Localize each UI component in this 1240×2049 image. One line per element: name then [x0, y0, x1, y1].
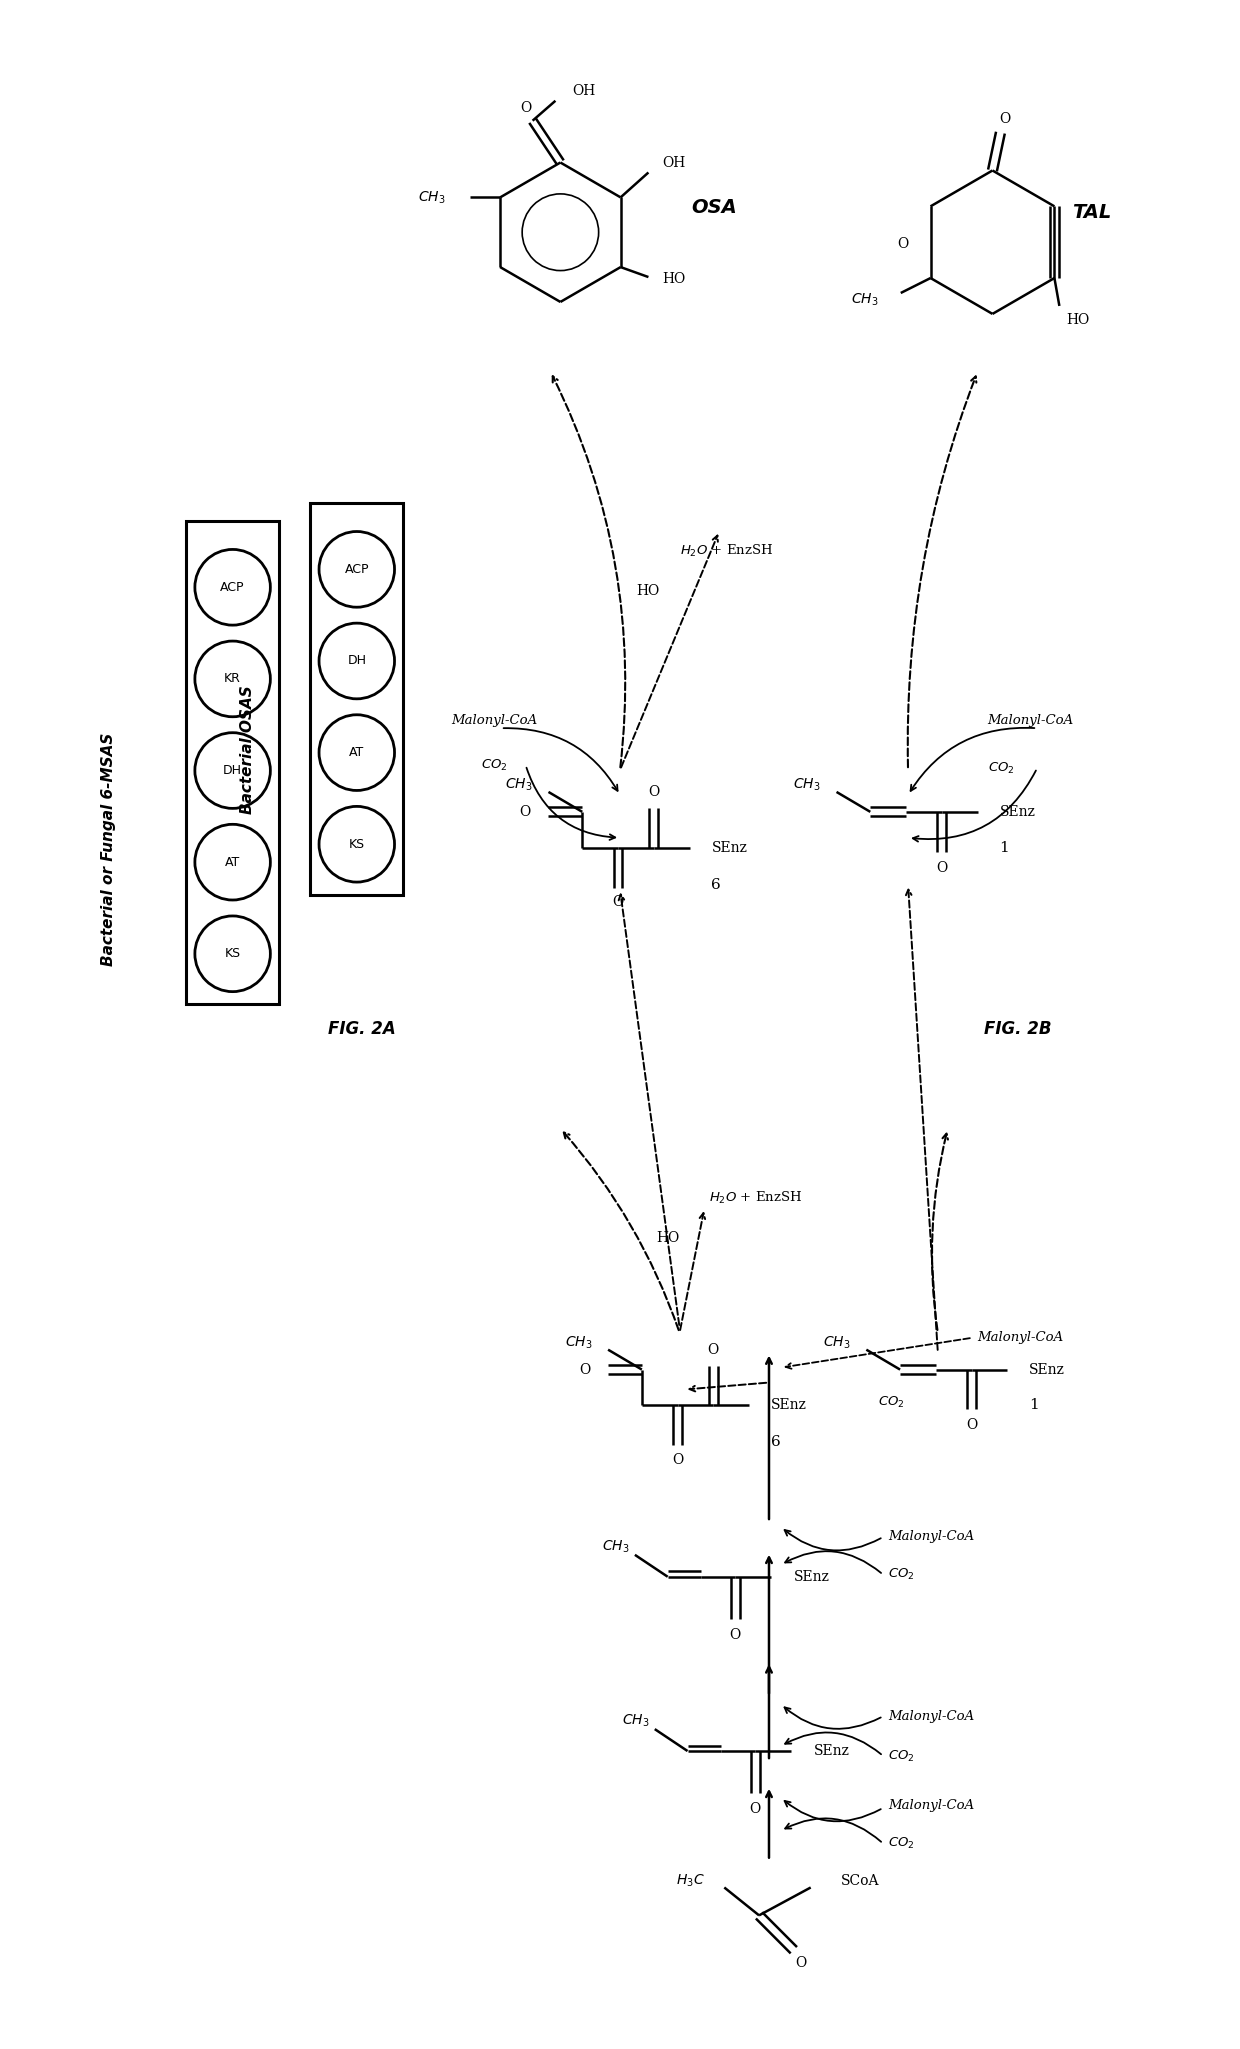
- Text: SEnz: SEnz: [771, 1399, 807, 1412]
- Text: $CH_3$: $CH_3$: [505, 777, 533, 793]
- Text: OH: OH: [573, 84, 595, 98]
- Text: O: O: [998, 113, 1011, 125]
- Text: KR: KR: [224, 672, 241, 686]
- Text: Malonyl-CoA: Malonyl-CoA: [451, 713, 537, 727]
- Text: $CH_3$: $CH_3$: [823, 1334, 851, 1350]
- Text: O: O: [966, 1418, 977, 1432]
- Text: Malonyl-CoA: Malonyl-CoA: [888, 1709, 975, 1723]
- Text: O: O: [672, 1453, 683, 1467]
- Text: $CO_2$: $CO_2$: [987, 760, 1014, 777]
- Text: HO: HO: [636, 584, 660, 598]
- Text: $H_2O$ + EnzSH: $H_2O$ + EnzSH: [680, 543, 773, 559]
- Text: O: O: [520, 100, 531, 115]
- Text: Bacterial OSAS: Bacterial OSAS: [241, 686, 255, 816]
- Text: SEnz: SEnz: [999, 805, 1035, 820]
- Text: $CO_2$: $CO_2$: [481, 758, 507, 772]
- Text: $CH_3$: $CH_3$: [852, 291, 879, 307]
- Text: DH: DH: [223, 764, 242, 777]
- Text: $CO_2$: $CO_2$: [888, 1836, 915, 1850]
- Text: TAL: TAL: [1071, 203, 1111, 221]
- Text: O: O: [579, 1363, 590, 1377]
- Text: ACP: ACP: [345, 563, 370, 576]
- Text: Malonyl-CoA: Malonyl-CoA: [977, 1332, 1064, 1344]
- Text: SEnz: SEnz: [794, 1570, 830, 1584]
- Text: ACP: ACP: [221, 580, 244, 594]
- Text: O: O: [749, 1801, 760, 1815]
- Text: Malonyl-CoA: Malonyl-CoA: [888, 1799, 975, 1811]
- Text: Malonyl-CoA: Malonyl-CoA: [888, 1531, 975, 1543]
- Text: KS: KS: [348, 838, 365, 850]
- Text: O: O: [649, 785, 660, 799]
- Text: $CO_2$: $CO_2$: [878, 1395, 905, 1410]
- Text: OSA: OSA: [692, 199, 738, 217]
- Text: SEnz: SEnz: [813, 1744, 849, 1758]
- Text: AT: AT: [350, 746, 365, 758]
- Text: O: O: [898, 238, 909, 252]
- Text: FIG. 2A: FIG. 2A: [327, 1020, 396, 1039]
- Text: $CH_3$: $CH_3$: [794, 777, 821, 793]
- Text: Bacterial or Fungal 6-MSAS: Bacterial or Fungal 6-MSAS: [100, 734, 117, 967]
- Text: $CH_3$: $CH_3$: [603, 1539, 630, 1555]
- Text: SEnz: SEnz: [712, 840, 748, 854]
- Text: HO: HO: [662, 273, 686, 287]
- Text: HO: HO: [656, 1231, 680, 1246]
- Text: $CH_3$: $CH_3$: [564, 1334, 593, 1350]
- Text: SEnz: SEnz: [1029, 1363, 1065, 1377]
- Text: OH: OH: [662, 156, 686, 170]
- Text: O: O: [936, 861, 947, 875]
- Text: 6: 6: [712, 877, 722, 891]
- Text: FIG. 2B: FIG. 2B: [983, 1020, 1052, 1039]
- Text: $CH_3$: $CH_3$: [418, 189, 445, 205]
- Text: $CO_2$: $CO_2$: [888, 1748, 915, 1764]
- Text: O: O: [520, 805, 531, 820]
- Text: O: O: [795, 1957, 806, 1971]
- Text: 6: 6: [771, 1434, 781, 1449]
- Text: DH: DH: [347, 654, 366, 668]
- FancyBboxPatch shape: [186, 520, 279, 1004]
- Text: 1: 1: [999, 840, 1009, 854]
- Text: 1: 1: [1029, 1399, 1039, 1412]
- Text: O: O: [613, 895, 624, 910]
- Text: $CH_3$: $CH_3$: [622, 1713, 650, 1729]
- Text: $H_3C$: $H_3C$: [676, 1873, 704, 1889]
- Text: HO: HO: [1066, 313, 1090, 328]
- Text: O: O: [708, 1342, 719, 1356]
- Text: $CO_2$: $CO_2$: [888, 1567, 915, 1582]
- Text: O: O: [729, 1627, 740, 1641]
- Text: SCoA: SCoA: [841, 1873, 879, 1887]
- Text: $H_2O$ + EnzSH: $H_2O$ + EnzSH: [709, 1190, 802, 1207]
- Text: KS: KS: [224, 947, 241, 961]
- FancyBboxPatch shape: [310, 504, 403, 895]
- Text: AT: AT: [224, 856, 241, 869]
- Text: Malonyl-CoA: Malonyl-CoA: [987, 713, 1074, 727]
